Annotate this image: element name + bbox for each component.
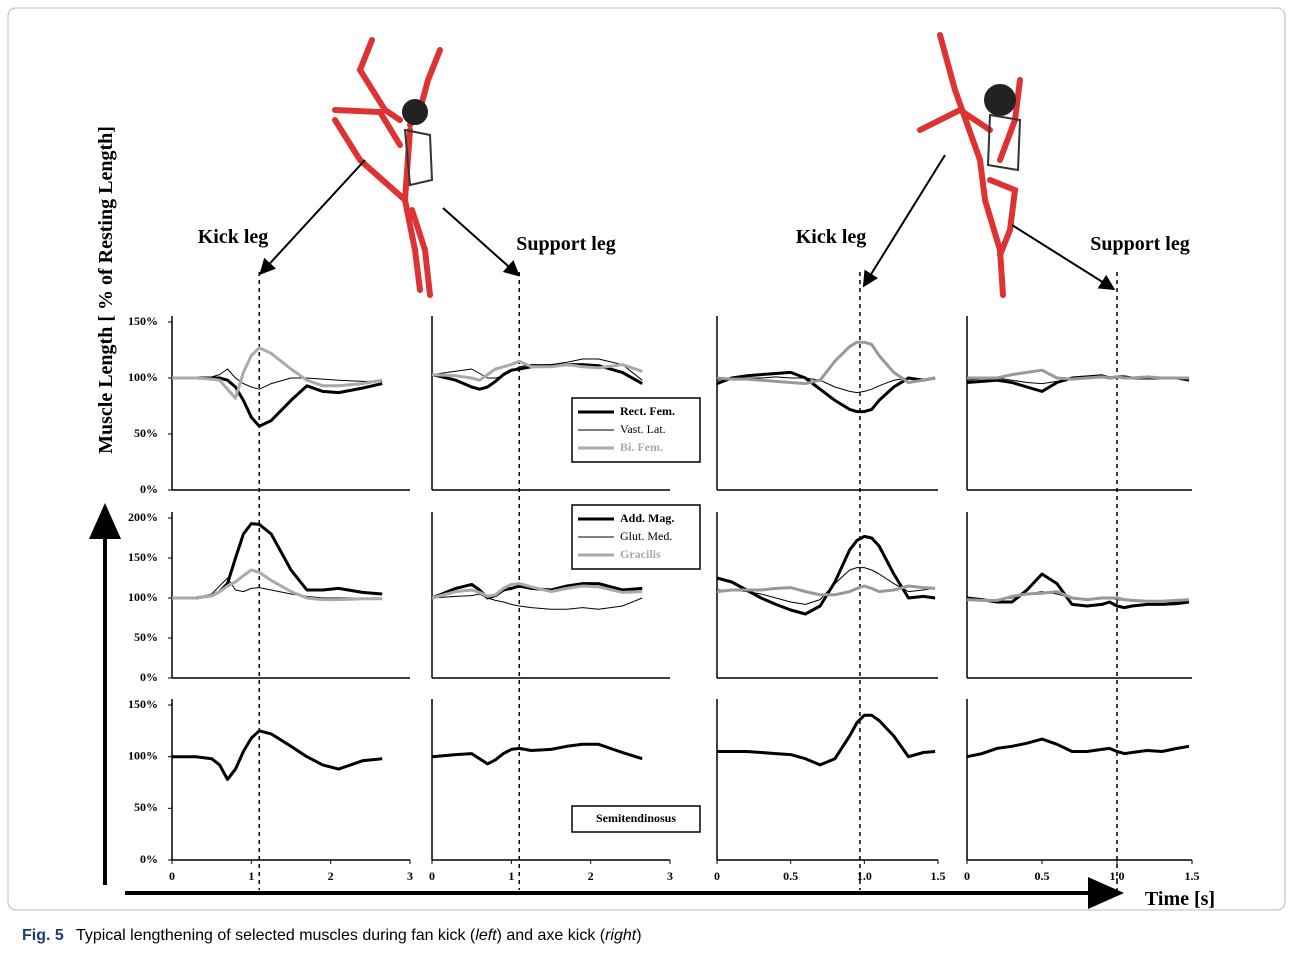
data-line xyxy=(431,359,643,382)
caption: Fig. 5 Typical lengthening of selected m… xyxy=(22,927,642,944)
caption-text: ) and axe kick ( xyxy=(497,927,606,944)
x-tick-label: 3 xyxy=(407,869,413,883)
y-tick-label: 100% xyxy=(128,748,158,762)
skeleton-right xyxy=(917,32,1023,298)
y-tick-label: 100% xyxy=(128,370,158,384)
caption-text: ) xyxy=(636,927,641,944)
y-tick-label: 0% xyxy=(140,482,158,496)
kick-leg-label: Kick leg xyxy=(198,226,269,248)
data-line xyxy=(717,567,936,605)
y-tick-label: 200% xyxy=(128,510,158,524)
kick-leg-label: Kick leg xyxy=(796,226,867,248)
data-line xyxy=(172,568,383,602)
pointer-arrows xyxy=(259,154,1116,291)
y-tick-label: 150% xyxy=(128,550,158,564)
support-leg-label: Support leg xyxy=(516,233,615,255)
data-line xyxy=(431,582,643,600)
y-tick-label: 50% xyxy=(134,800,158,814)
y-tick-label: 150% xyxy=(128,314,158,328)
data-line xyxy=(966,737,1190,759)
skeleton-left xyxy=(332,37,443,298)
x-tick-label: 1.5 xyxy=(931,869,946,883)
data-line xyxy=(431,358,643,381)
legend-label: Semitendinosus xyxy=(596,811,676,825)
y-tick-label: 150% xyxy=(128,697,158,711)
data-line xyxy=(716,534,936,616)
data-line xyxy=(716,376,936,394)
x-tick-label: 0 xyxy=(714,869,720,883)
x-tick-label: 0.5 xyxy=(783,869,798,883)
x-tick-label: 0 xyxy=(964,869,970,883)
legend-label: Bi. Fem. xyxy=(620,440,663,454)
data-line xyxy=(172,577,383,599)
data-line xyxy=(716,370,936,414)
x-tick-label: 0 xyxy=(429,869,435,883)
y-tick-label: 50% xyxy=(134,630,158,644)
data-line xyxy=(717,713,936,767)
x-axis-title: Time [s] xyxy=(1145,888,1215,910)
data-line xyxy=(172,522,383,600)
data-line xyxy=(716,584,936,597)
data-line xyxy=(431,593,643,610)
y-tick-label: 50% xyxy=(134,426,158,440)
frame xyxy=(7,7,1286,911)
y-tick-label: 100% xyxy=(128,590,158,604)
caption-text: left xyxy=(475,927,497,944)
data-line xyxy=(966,572,1190,610)
caption-label: Fig. 5 xyxy=(22,927,64,944)
x-tick-label: 1.0 xyxy=(857,869,872,883)
y-tick-label: 0% xyxy=(140,670,158,684)
y-tick-label: 0% xyxy=(140,852,158,866)
support-leg-label: Support leg xyxy=(1090,233,1189,255)
x-tick-label: 2 xyxy=(328,869,334,883)
legend-label: Rect. Fem. xyxy=(620,404,675,418)
data-line xyxy=(967,368,1189,381)
x-tick-label: 1 xyxy=(508,869,514,883)
legend-box xyxy=(571,805,701,833)
x-tick-label: 0 xyxy=(169,869,175,883)
data-line xyxy=(172,346,383,400)
data-line xyxy=(966,590,1190,603)
caption-text: Typical lengthening of selected muscles … xyxy=(76,927,476,944)
legend-label: Vast. Lat. xyxy=(620,422,666,436)
x-tick-label: 0.5 xyxy=(1035,869,1050,883)
y-axis-title: Muscle Length [ % of Resting Length] xyxy=(95,126,117,454)
data-line xyxy=(716,340,936,386)
data-line xyxy=(172,368,383,390)
data-line xyxy=(172,376,383,428)
data-line xyxy=(431,742,643,766)
data-line xyxy=(172,729,383,781)
data-line xyxy=(431,582,643,600)
caption-text: right xyxy=(605,927,637,944)
x-tick-label: 2 xyxy=(588,869,594,883)
legend-label: Glut. Med. xyxy=(620,529,672,543)
x-tick-label: 1 xyxy=(248,869,254,883)
x-tick-label: 3 xyxy=(667,869,673,883)
x-tick-label: 1.5 xyxy=(1185,869,1200,883)
x-tick-label: 1.0 xyxy=(1110,869,1125,883)
legend-label: Add. Mag. xyxy=(620,511,674,525)
legend-label: Gracilis xyxy=(620,547,661,561)
